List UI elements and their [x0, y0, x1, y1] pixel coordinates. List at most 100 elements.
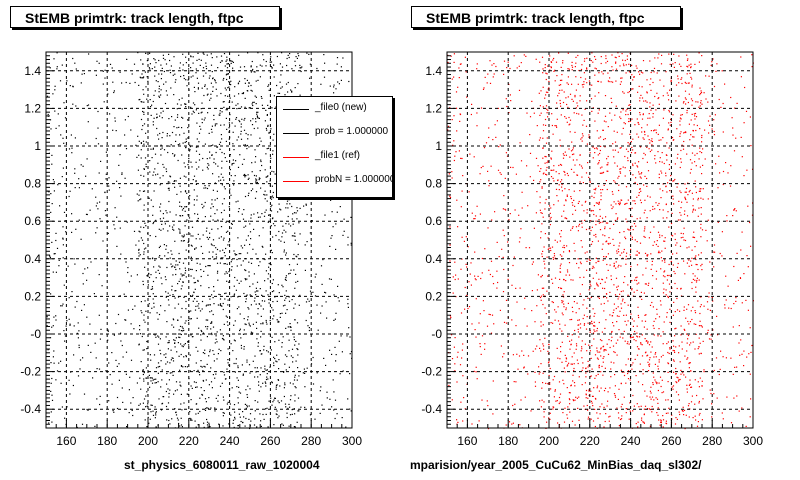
scatter-point: [451, 399, 453, 401]
scatter-point: [709, 309, 711, 311]
scatter-point: [295, 360, 297, 362]
scatter-point: [476, 125, 478, 127]
scatter-point: [73, 354, 75, 356]
scatter-point: [121, 387, 123, 389]
scatter-point: [620, 418, 623, 420]
scatter-point: [321, 305, 323, 307]
scatter-point: [150, 288, 152, 290]
scatter-point: [512, 422, 514, 424]
scatter-point: [562, 246, 564, 248]
scatter-point: [284, 354, 287, 356]
scatter-point: [186, 366, 188, 368]
scatter-point: [577, 407, 579, 409]
scatter-point: [152, 293, 154, 295]
scatter-point: [555, 61, 558, 63]
scatter-point: [177, 264, 179, 266]
scatter-point: [697, 215, 699, 217]
scatter-point: [183, 75, 185, 77]
scatter-point: [124, 177, 126, 179]
scatter-point: [701, 229, 704, 231]
scatter-point: [738, 342, 740, 344]
scatter-point: [144, 419, 146, 421]
scatter-point: [617, 217, 619, 219]
scatter-point: [609, 112, 611, 114]
scatter-point: [641, 118, 644, 120]
scatter-point: [687, 334, 690, 337]
scatter-point: [200, 329, 202, 332]
scatter-point: [209, 311, 211, 313]
scatter-point: [657, 133, 659, 135]
scatter-point: [480, 277, 482, 280]
scatter-point: [226, 403, 228, 405]
scatter-point: [153, 354, 156, 356]
scatter-point: [600, 221, 602, 224]
scatter-point: [616, 286, 618, 288]
scatter-point: [564, 217, 566, 219]
scatter-point: [160, 154, 162, 156]
scatter-point: [300, 67, 302, 69]
scatter-point: [96, 202, 98, 204]
scatter-point: [138, 252, 140, 254]
scatter-point: [578, 113, 580, 115]
scatter-point: [642, 72, 644, 74]
scatter-point: [500, 345, 502, 347]
scatter-point: [735, 210, 737, 212]
scatter-point: [604, 95, 607, 97]
scatter-point: [140, 301, 142, 303]
scatter-point: [348, 80, 350, 83]
scatter-point: [205, 65, 207, 67]
scatter-point: [619, 147, 621, 149]
scatter-point: [637, 306, 639, 308]
scatter-point: [680, 288, 682, 290]
scatter-point: [227, 324, 229, 326]
scatter-point: [691, 264, 693, 266]
scatter-point: [210, 328, 212, 330]
scatter-point: [194, 213, 196, 215]
scatter-point: [288, 350, 290, 352]
scatter-point: [244, 173, 246, 176]
scatter-point: [615, 213, 617, 215]
scatter-point: [168, 304, 170, 306]
scatter-point: [566, 172, 568, 175]
scatter-point: [138, 99, 140, 101]
scatter-point: [561, 330, 563, 332]
scatter-point: [209, 75, 211, 77]
scatter-point: [700, 352, 702, 355]
scatter-point: [305, 319, 307, 322]
scatter-point: [140, 237, 142, 239]
scatter-point: [167, 230, 169, 232]
scatter-point: [674, 328, 676, 330]
scatter-point: [475, 279, 477, 281]
scatter-point: [611, 331, 613, 333]
scatter-point: [217, 165, 219, 167]
scatter-point: [693, 231, 695, 233]
scatter-point: [594, 152, 596, 154]
scatter-point: [248, 146, 250, 148]
scatter-point: [739, 277, 742, 279]
scatter-point: [600, 371, 602, 373]
scatter-point: [195, 180, 197, 182]
scatter-point: [282, 286, 284, 288]
scatter-point: [657, 414, 659, 416]
scatter-point: [85, 213, 88, 215]
scatter-point: [263, 59, 265, 61]
scatter-point: [585, 394, 587, 396]
scatter-point: [264, 169, 266, 171]
scatter-point: [143, 253, 145, 255]
scatter-point: [690, 342, 692, 344]
scatter-point: [165, 405, 168, 408]
scatter-point: [152, 205, 154, 208]
scatter-point: [139, 377, 141, 379]
scatter-point: [600, 199, 602, 201]
scatter-point: [633, 76, 635, 78]
scatter-point: [102, 83, 104, 85]
scatter-point: [564, 407, 566, 409]
scatter-point: [549, 418, 551, 420]
scatter-point: [526, 112, 528, 114]
scatter-point: [598, 297, 600, 299]
scatter-point: [516, 353, 518, 355]
scatter-point: [592, 157, 594, 159]
scatter-point: [662, 354, 664, 356]
scatter-point: [692, 341, 694, 343]
scatter-point: [527, 205, 529, 207]
